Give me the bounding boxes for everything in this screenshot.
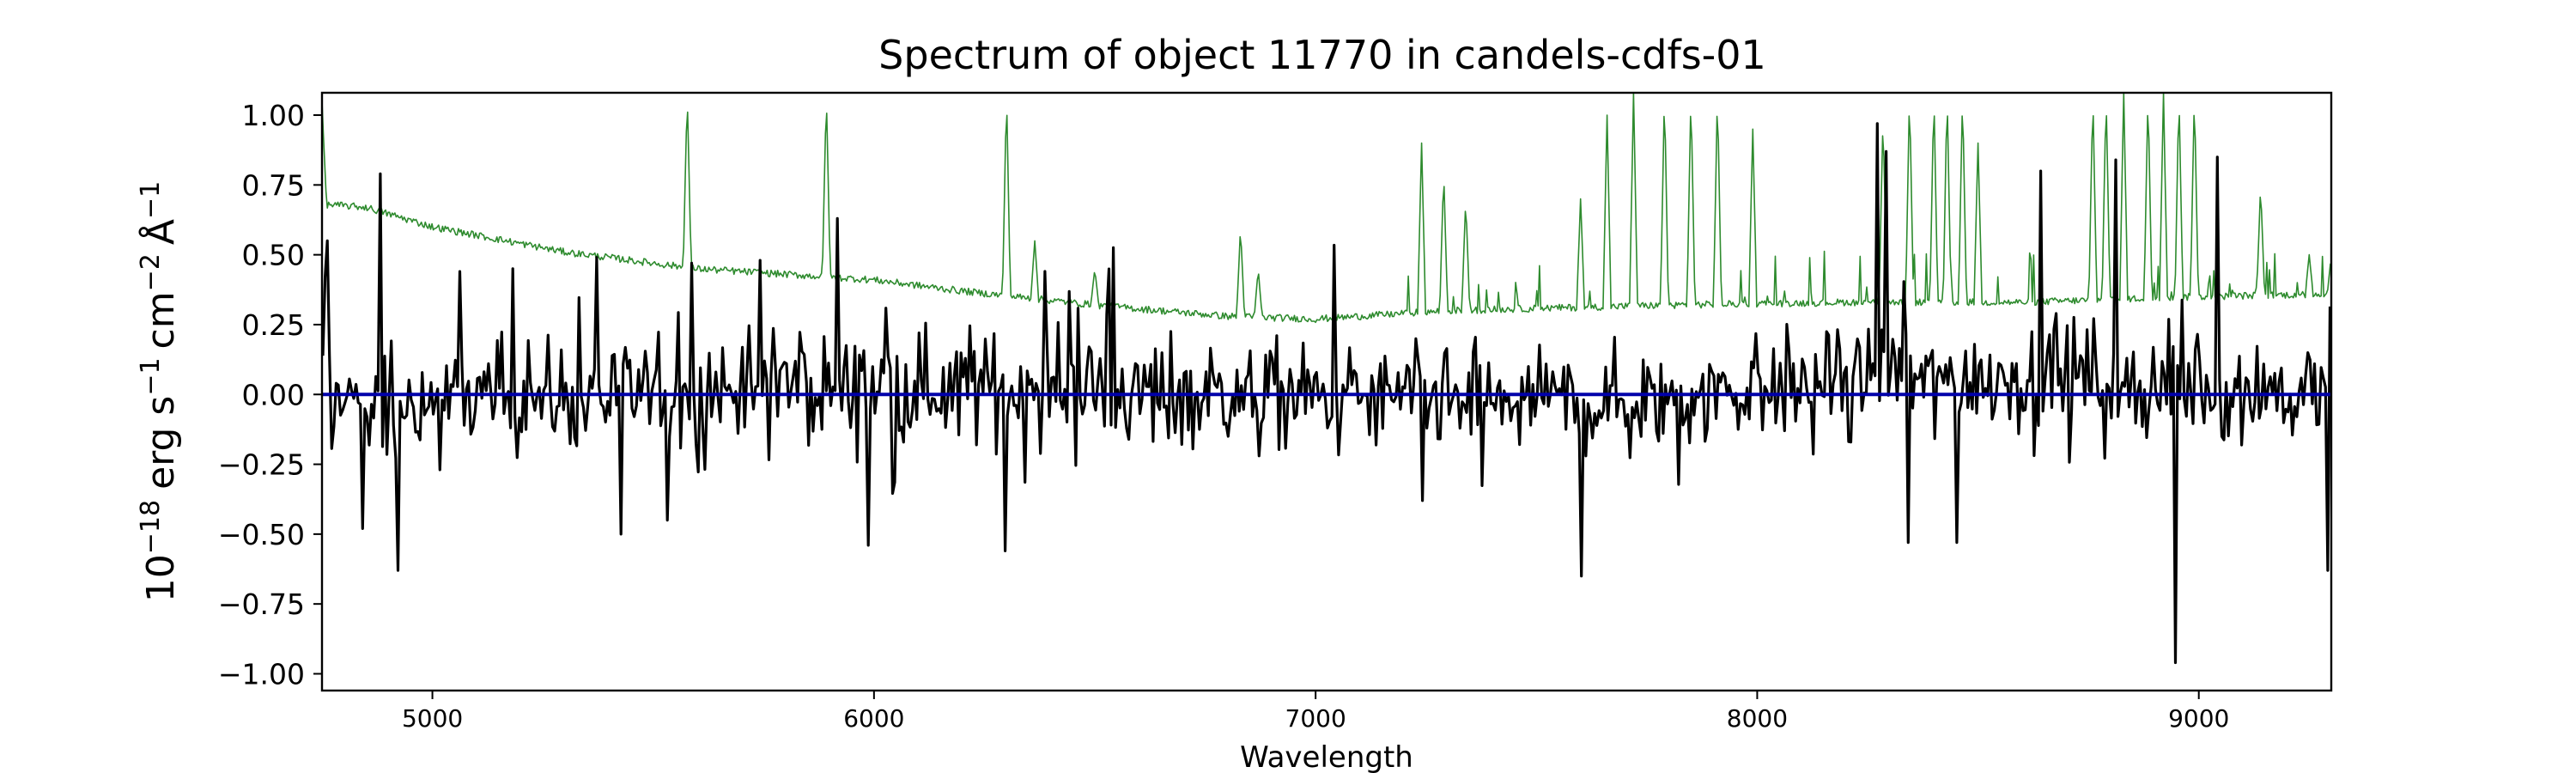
plot-frame	[320, 91, 2333, 692]
y-axis-label: 10−18erg s−1cm−2Å−1	[136, 181, 184, 602]
y-tick-label: −0.75	[218, 587, 305, 621]
y-label-unit-cm: cm	[139, 291, 183, 349]
error-spectrum-line	[322, 93, 2331, 324]
y-axis-ticks: −1.00 −0.75 −0.50 −0.25 0.00 0.25 0.50 0.75 1.00	[218, 99, 322, 691]
y-tick-label: 1.00	[242, 99, 305, 132]
flux-spectrum-line	[322, 122, 2331, 665]
y-tick-label: −1.00	[218, 657, 305, 691]
y-tick-label: 0.50	[242, 239, 305, 272]
x-tick-label: 9000	[2168, 704, 2229, 733]
y-tick-label: 0.25	[242, 308, 305, 342]
y-label-unit-erg-exp: −1	[136, 357, 166, 395]
chart-title: Spectrum of object 11770 in candels-cdfs…	[878, 32, 1766, 78]
y-tick-label: −0.25	[218, 448, 305, 482]
y-label-unit-angstrom-exp: −1	[136, 181, 166, 219]
y-label-unit-angstrom: Å	[137, 219, 183, 245]
x-tick-label: 6000	[843, 704, 904, 733]
y-label-power-exp: −18	[136, 500, 166, 554]
x-axis-ticks: 5000 6000 7000 8000 9000	[402, 691, 2229, 733]
x-axis-label: Wavelength	[1240, 740, 1413, 773]
x-tick-label: 7000	[1285, 704, 1346, 733]
y-tick-label: 0.75	[242, 168, 305, 202]
y-label-power-base: 10	[139, 554, 183, 602]
y-label-unit-erg: erg s	[139, 396, 183, 490]
x-tick-label: 5000	[402, 704, 463, 733]
y-tick-label: 0.00	[242, 378, 305, 411]
y-label-unit-cm-exp: −2	[136, 253, 166, 291]
error-spectrum-group	[322, 93, 2331, 324]
y-tick-label: −0.50	[218, 518, 305, 551]
flux-spectrum-group	[322, 122, 2331, 665]
x-tick-label: 8000	[1727, 704, 1788, 733]
